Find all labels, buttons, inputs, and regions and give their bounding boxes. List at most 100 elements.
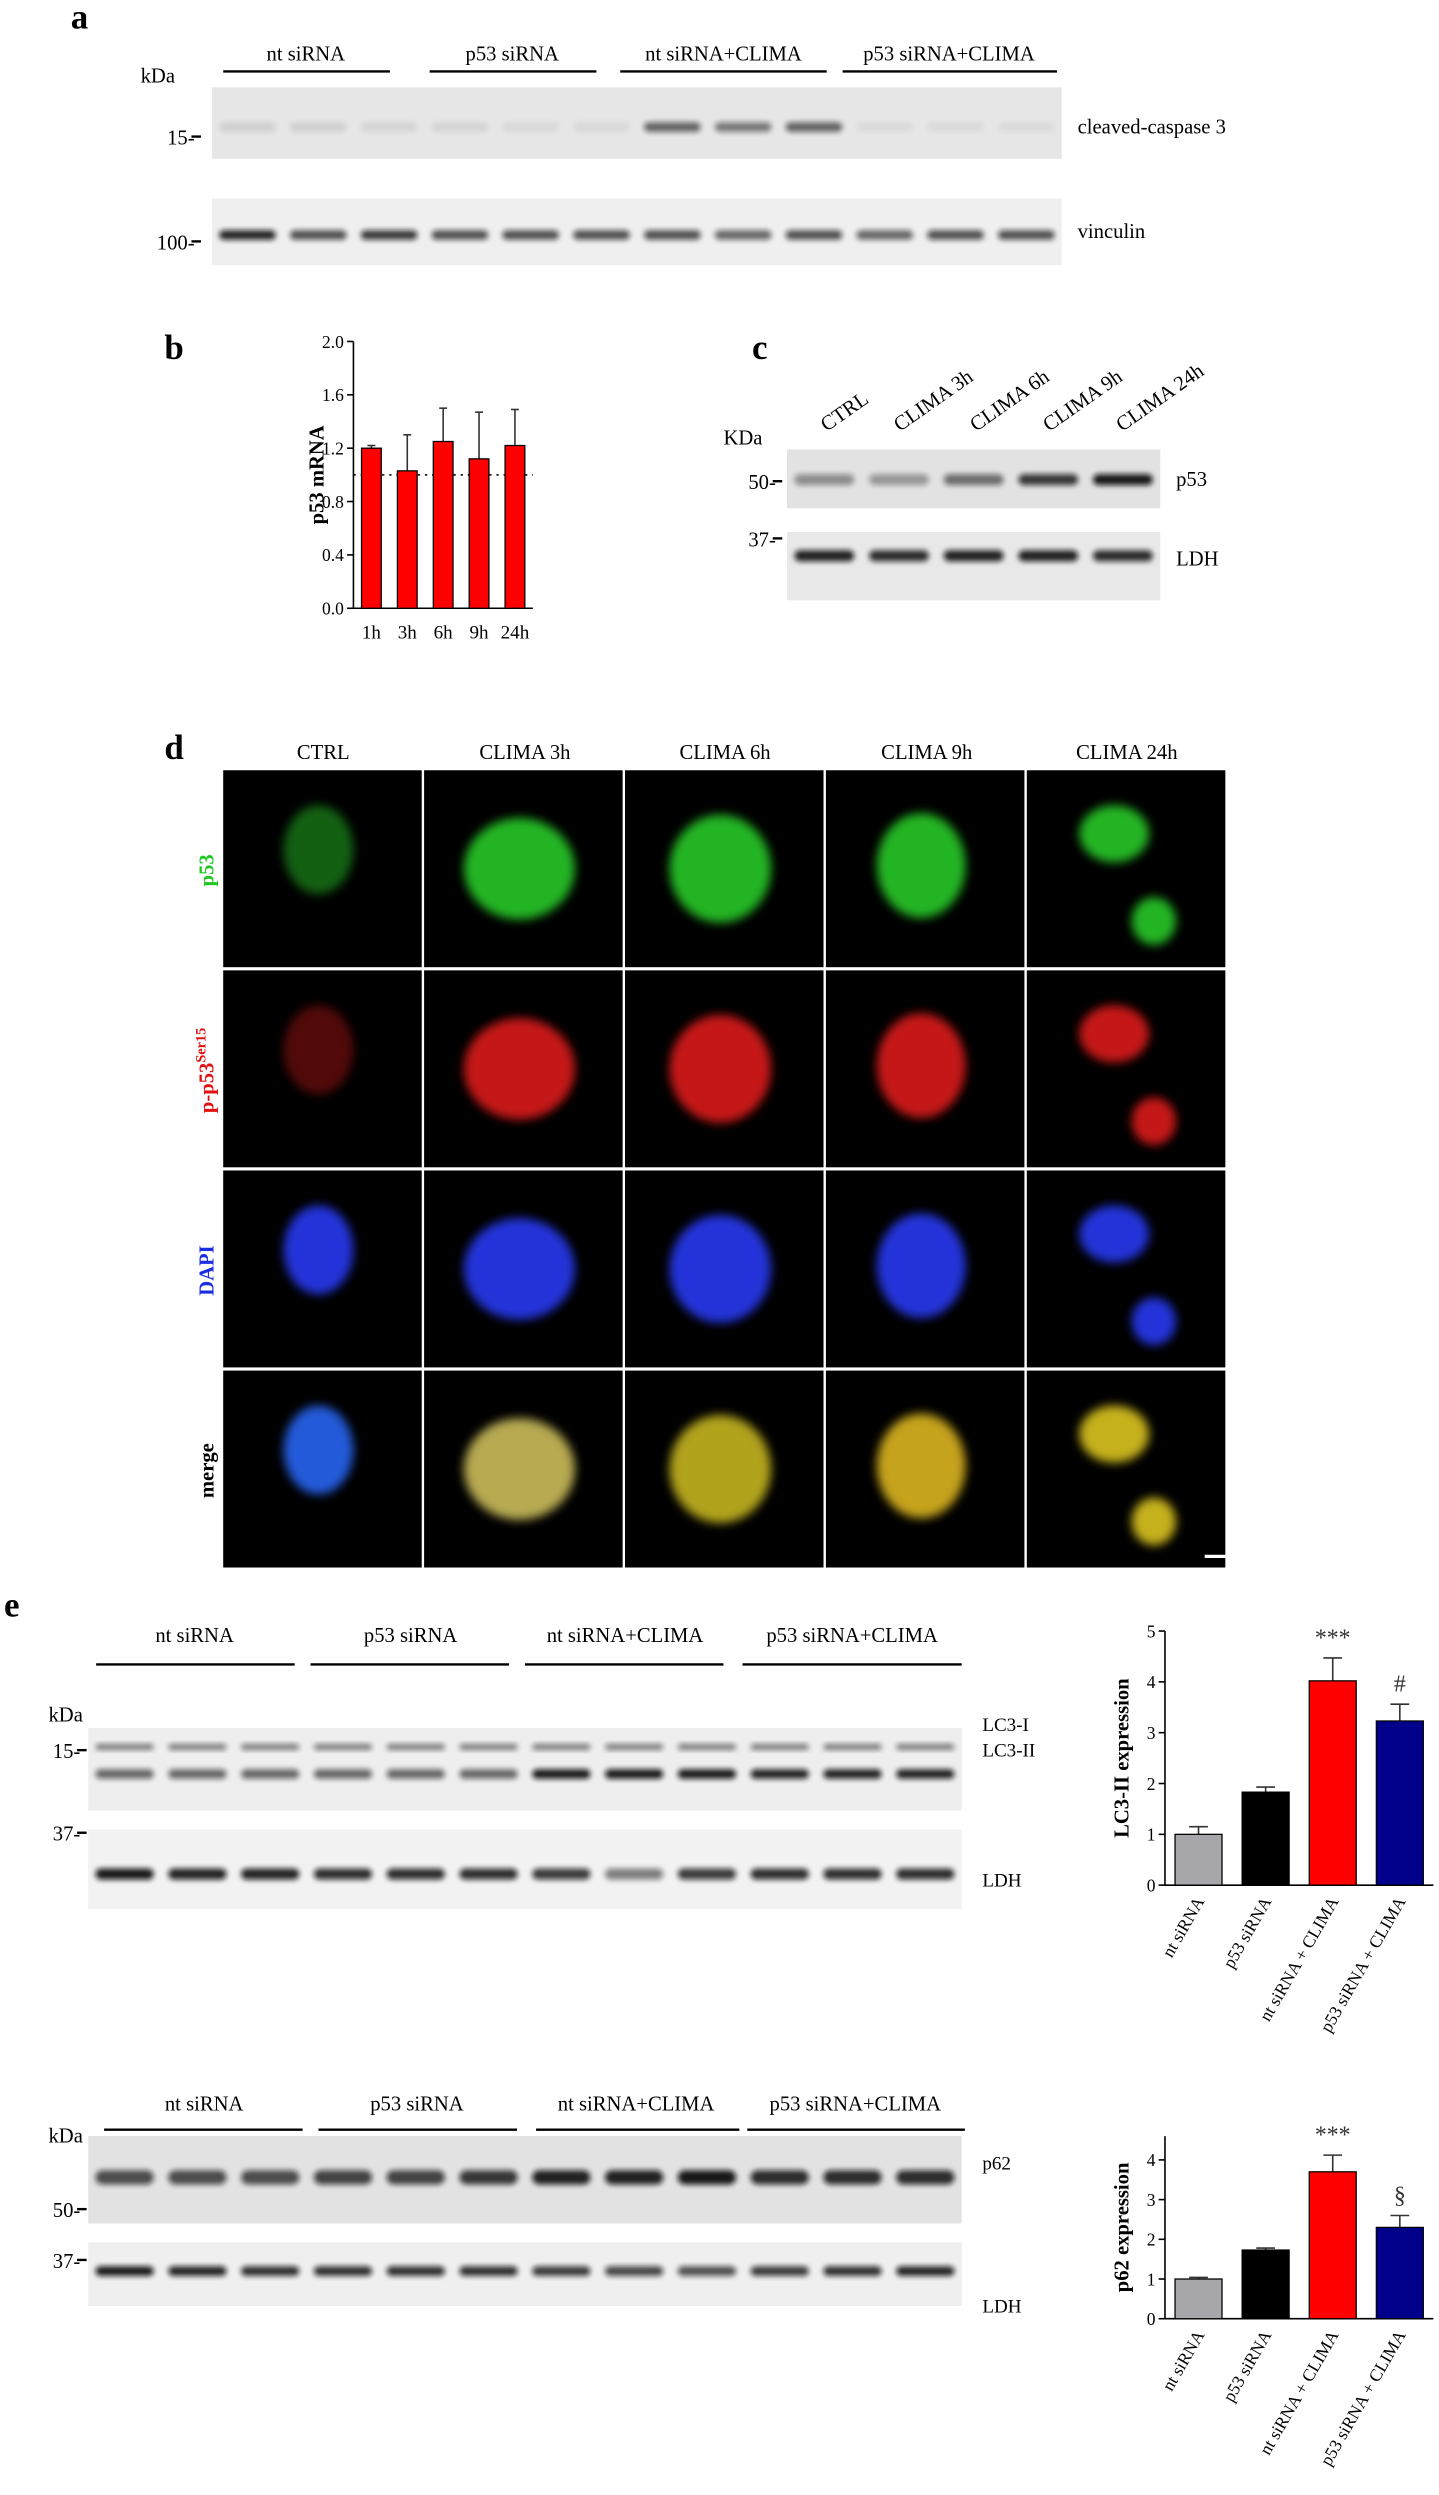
- group-label: p53 siRNA+CLIMA: [863, 43, 1035, 65]
- nucleus: [876, 1413, 966, 1519]
- band: [605, 1769, 664, 1779]
- bar: [1308, 2171, 1357, 2320]
- x-tick-label: p53 siRNA: [1219, 2326, 1276, 2405]
- bar: [468, 458, 490, 609]
- panel-d: d CTRL CLIMA 3h CLIMA 6h CLIMA 9h CLIMA …: [164, 728, 1178, 1498]
- band: [1093, 474, 1153, 486]
- band: [95, 1769, 154, 1779]
- band: [95, 2170, 154, 2185]
- column-label: CLIMA 9h: [881, 742, 973, 764]
- y-tick-label: 0: [1147, 2309, 1156, 2329]
- band: [386, 1769, 445, 1779]
- y-tick-label: 1.2: [322, 439, 344, 459]
- x-tick-label: 9h: [470, 622, 490, 643]
- y-tick-label: 2: [1147, 2230, 1156, 2250]
- band: [386, 1743, 445, 1751]
- panel-letter: b: [164, 328, 183, 367]
- band: [532, 1743, 591, 1751]
- band: [714, 230, 772, 240]
- x-tick-label: nt siRNA: [1158, 1893, 1209, 1961]
- y-tick-label: 0.8: [322, 492, 344, 512]
- x-tick-label: p53 siRNA: [1219, 1893, 1276, 1972]
- y-tick-label: 3: [1147, 1723, 1156, 1743]
- y-tick-label: 4: [1147, 1672, 1156, 1692]
- group-label: p53 siRNA+CLIMA: [770, 2094, 942, 2116]
- band-label: LDH: [982, 1871, 1021, 1892]
- blot: [212, 87, 1062, 159]
- group-label: nt siRNA: [155, 1625, 234, 1647]
- blot: [88, 1829, 962, 1909]
- band: [794, 550, 855, 562]
- nucleus: [876, 1013, 966, 1119]
- column-label: CLIMA 24h: [1076, 742, 1178, 764]
- y-tick-label: 2: [1147, 1774, 1156, 1794]
- y-tick-label: 1: [1147, 1825, 1156, 1845]
- nucleus: [876, 813, 966, 918]
- lane-label: CTRL: [817, 388, 873, 436]
- band: [241, 1868, 300, 1880]
- band: [289, 230, 347, 240]
- bar: [1241, 2249, 1290, 2320]
- lane-label: CLIMA 3h: [890, 365, 978, 436]
- band: [794, 474, 855, 486]
- band-label: cleaved-caspase 3: [1078, 116, 1226, 138]
- panel-e: e nt siRNA p53 siRNA nt siRNA+CLIMA p53 …: [4, 1586, 1035, 2318]
- band: [459, 1769, 518, 1779]
- band-label: p62: [982, 2153, 1011, 2174]
- y-axis-label: p62 expression: [1111, 2162, 1133, 2292]
- lane-label: CLIMA 24h: [1112, 359, 1208, 436]
- band: [643, 122, 701, 132]
- band: [431, 122, 489, 132]
- group-label: p53 siRNA: [364, 1625, 458, 1647]
- band: [677, 1868, 737, 1880]
- band: [313, 1868, 373, 1880]
- kda-label: KDa: [723, 428, 762, 450]
- band: [714, 122, 772, 132]
- band: [459, 1868, 518, 1880]
- band: [677, 1743, 737, 1751]
- group-label: p53 siRNA: [370, 2094, 464, 2116]
- marker-label: 15-: [167, 128, 195, 150]
- y-tick-label: 0.4: [322, 545, 344, 565]
- band: [95, 2266, 154, 2276]
- band: [1018, 474, 1079, 486]
- y-tick-label: 2.0: [322, 332, 344, 352]
- band: [313, 1769, 373, 1779]
- row-label: merge: [197, 1443, 219, 1498]
- nucleus: [463, 1018, 575, 1120]
- marker-label: 50-: [748, 472, 776, 494]
- band: [869, 474, 929, 486]
- band-label: LDH: [1176, 548, 1218, 570]
- x-tick-label: 3h: [398, 622, 418, 643]
- band: [386, 2170, 445, 2185]
- nucleus: [283, 1405, 354, 1495]
- band: [943, 550, 1004, 562]
- x-tick-label: nt siRNA: [1158, 2326, 1209, 2394]
- band: [823, 1769, 882, 1779]
- nucleus: [876, 1213, 966, 1319]
- band: [943, 474, 1004, 486]
- nucleus: [1131, 1497, 1177, 1546]
- band: [241, 2170, 300, 2185]
- significance-label: #: [1394, 1672, 1406, 1698]
- group-label: nt siRNA+CLIMA: [645, 43, 802, 65]
- band: [502, 122, 560, 132]
- band-label: vinculin: [1078, 221, 1146, 243]
- band: [869, 550, 929, 562]
- bar: [432, 440, 454, 609]
- band: [896, 1743, 955, 1751]
- nucleus: [669, 1214, 772, 1323]
- band: [856, 122, 914, 132]
- nucleus: [1131, 897, 1177, 945]
- group-label: nt siRNA: [165, 2094, 244, 2116]
- nucleus: [1079, 805, 1150, 863]
- blot: [88, 2136, 962, 2224]
- y-tick-label: 5: [1147, 1621, 1156, 1641]
- lane-label: CLIMA 6h: [966, 365, 1054, 436]
- marker-label: 37-: [748, 529, 776, 551]
- band: [896, 1769, 955, 1779]
- micrograph: [1026, 1170, 1226, 1368]
- band: [856, 230, 914, 240]
- nucleus: [1079, 1005, 1150, 1063]
